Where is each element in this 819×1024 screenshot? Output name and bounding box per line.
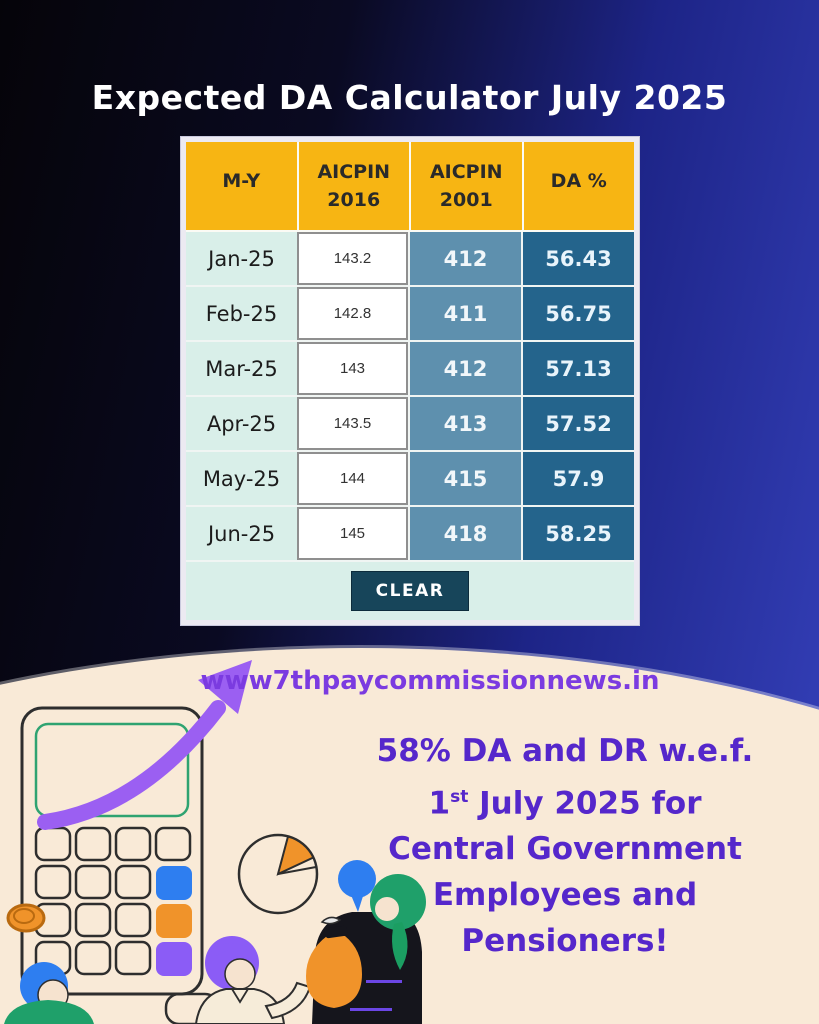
aicpin2016-input[interactable] — [297, 507, 408, 560]
column-header-da: DA % — [521, 142, 635, 230]
aicpin2001-cell: 415 — [408, 452, 521, 505]
orange-key — [156, 904, 192, 938]
money-bag-icon — [306, 916, 362, 1008]
ordinal-suffix: st — [450, 787, 469, 807]
table-row: Mar-25 412 57.13 — [186, 342, 634, 397]
blue-key — [156, 866, 192, 900]
column-header-month: M-Y — [222, 170, 261, 192]
table-row: May-25 415 57.9 — [186, 452, 634, 507]
speech-bubble-icon — [338, 860, 376, 912]
table-footer: CLEAR — [186, 562, 634, 620]
da-percent-cell: 56.43 — [521, 232, 634, 285]
clear-button[interactable]: CLEAR — [350, 571, 470, 611]
person-purple-hair — [194, 936, 312, 1024]
aicpin2001-cell: 412 — [408, 342, 521, 395]
headline-line-3: Central Government — [388, 831, 742, 868]
aicpin2016-cell — [297, 507, 408, 560]
aicpin2016-input[interactable] — [297, 452, 408, 505]
month-cell: Feb-25 — [186, 287, 297, 340]
da-percent-cell: 57.13 — [521, 342, 634, 395]
growth-arrow-icon — [37, 660, 252, 830]
headline-line-1: 58% DA and DR w.e.f. — [376, 733, 754, 769]
da-percent-cell: 57.52 — [521, 397, 634, 450]
aicpin2001-cell: 412 — [408, 232, 521, 285]
aicpin2016-cell — [297, 232, 408, 285]
pie-chart-icon — [237, 833, 319, 915]
aicpin2016-cell — [297, 452, 408, 505]
table-row: Jan-25 412 56.43 — [186, 232, 634, 287]
website-link[interactable]: www7thpaycommissionnews.in — [200, 666, 660, 696]
aicpin2016-cell — [297, 287, 408, 340]
headline-line-5: Pensioners! — [461, 923, 669, 960]
headline-line-4: Employees and — [432, 877, 698, 914]
month-cell: May-25 — [186, 452, 297, 505]
person-money-bag — [306, 874, 426, 1024]
page-title: Expected DA Calculator July 2025 — [91, 78, 728, 117]
person-blue-hair — [4, 962, 94, 1024]
month-cell: Mar-25 — [186, 342, 297, 395]
da-percent-cell: 57.9 — [521, 452, 634, 505]
da-percent-cell: 56.75 — [521, 287, 634, 340]
month-cell: Jan-25 — [186, 232, 297, 285]
column-header-aicpin2016: AICPIN 2016 — [296, 142, 410, 230]
da-calculator-table: M-Y AICPIN 2016 AICPIN 2001 DA % Jan-25 … — [181, 137, 639, 625]
aicpin2001-cell: 413 — [408, 397, 521, 450]
aicpin2016-input[interactable] — [297, 232, 408, 285]
aicpin2016-cell — [297, 397, 408, 450]
table-row: Apr-25 413 57.52 — [186, 397, 634, 452]
finance-illustration — [4, 660, 426, 1024]
table-row: Jun-25 418 58.25 — [186, 507, 634, 562]
aicpin2016-input[interactable] — [297, 342, 408, 395]
headline: 58% DA and DR w.e.f. 1st July 2025 for C… — [325, 728, 805, 964]
month-cell: Jun-25 — [186, 507, 297, 560]
aicpin2016-input[interactable] — [297, 287, 408, 340]
da-percent-cell: 58.25 — [521, 507, 634, 560]
aicpin2016-input[interactable] — [297, 397, 408, 450]
coin-icon — [6, 903, 46, 933]
aicpin2001-cell: 418 — [408, 507, 521, 560]
column-header-aicpin2001: AICPIN 2001 — [409, 142, 522, 230]
headline-line-2: 1st July 2025 for — [428, 785, 702, 822]
aicpin2016-cell — [297, 342, 408, 395]
aicpin2001-cell: 411 — [408, 287, 521, 340]
table-header-row: M-Y AICPIN 2016 AICPIN 2001 DA % — [186, 142, 634, 232]
month-cell: Apr-25 — [186, 397, 297, 450]
table-row: Feb-25 411 56.75 — [186, 287, 634, 342]
purple-key — [156, 942, 192, 976]
